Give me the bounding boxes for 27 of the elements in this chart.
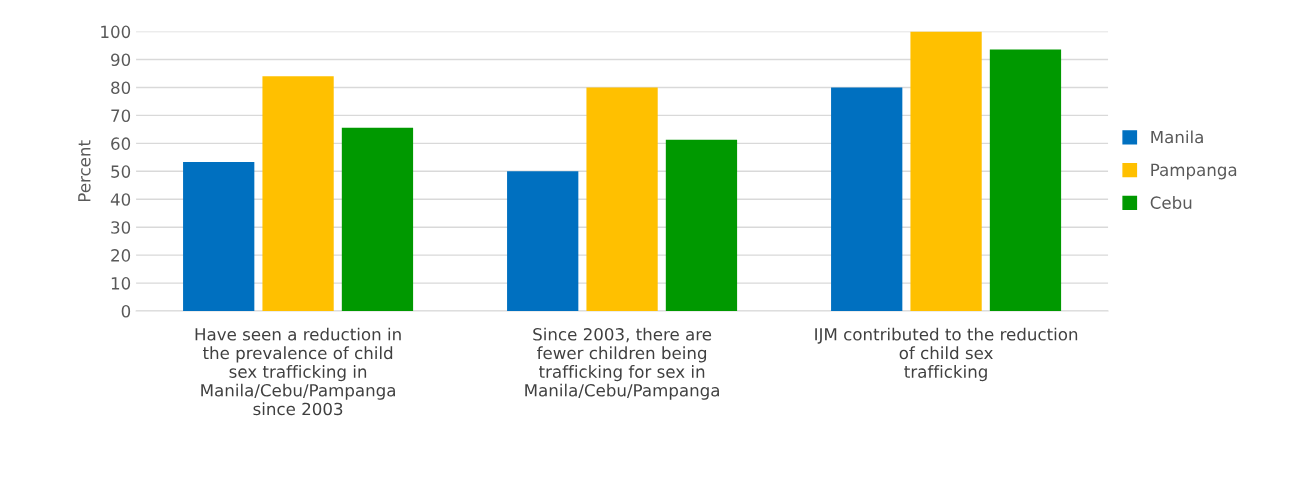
bar [989,49,1062,312]
y-tick-label: 60 [111,137,131,150]
x-tick-label: IJM contributed to the reduction of child sex trafficking [815,327,1078,382]
x-tick-label: Have seen a reduction in the prevalence of child sex trafficking in Manila/Cebu/Pampanga since 2003 [195,327,401,416]
bar [507,171,579,312]
legend-label: Pampanga [1151,163,1237,180]
legend-label: Cebu [1150,196,1192,209]
y-tick-label: 0 [121,305,131,318]
y-tick-label: 90 [111,53,131,67]
y-tick-label: 80 [111,81,131,95]
y-tick-label: 30 [111,221,131,234]
bar [183,162,255,312]
bar [262,76,334,312]
bar [665,139,738,312]
bar [910,31,982,312]
y-tick-label: 10 [111,277,131,290]
y-tick-label: 20 [111,249,131,262]
x-tick-label: Since 2003, there are fewer children being trafficking for sex in Manila/Cebu/Pampanga [525,327,719,400]
y-tick-label: 40 [110,193,131,206]
bar [341,127,414,312]
y-tick-label: 70 [111,109,131,122]
bar [831,87,903,312]
bar [586,87,658,312]
y-tick-label: 100 [101,25,131,39]
y-axis-title: Percent [78,140,91,202]
y-tick-label: 50 [111,165,131,178]
legend-label: Manila [1151,130,1203,144]
